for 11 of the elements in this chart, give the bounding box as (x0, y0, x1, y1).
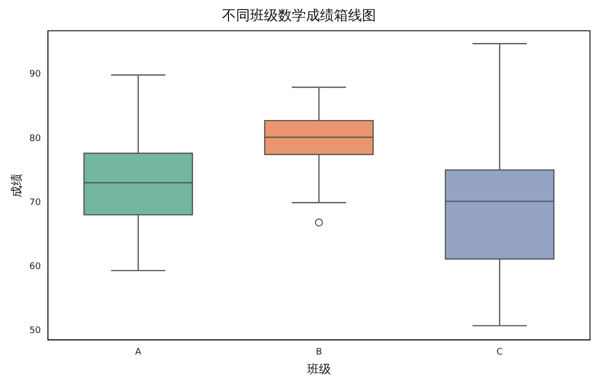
y-axis-title: 成绩 (9, 173, 24, 198)
x-tick-label: B (316, 348, 322, 358)
y-tick-label: 70 (29, 198, 42, 208)
y-tick-label: 50 (29, 326, 42, 336)
chart-title: 不同班级数学成绩箱线图 (222, 8, 376, 24)
y-tick-label: 90 (29, 70, 42, 80)
y-tick-label: 60 (29, 262, 42, 272)
x-tick-label: C (496, 348, 503, 358)
x-tick-label: A (135, 348, 142, 358)
y-tick-label: 80 (29, 134, 42, 144)
x-axis-title: 班级 (306, 362, 331, 376)
